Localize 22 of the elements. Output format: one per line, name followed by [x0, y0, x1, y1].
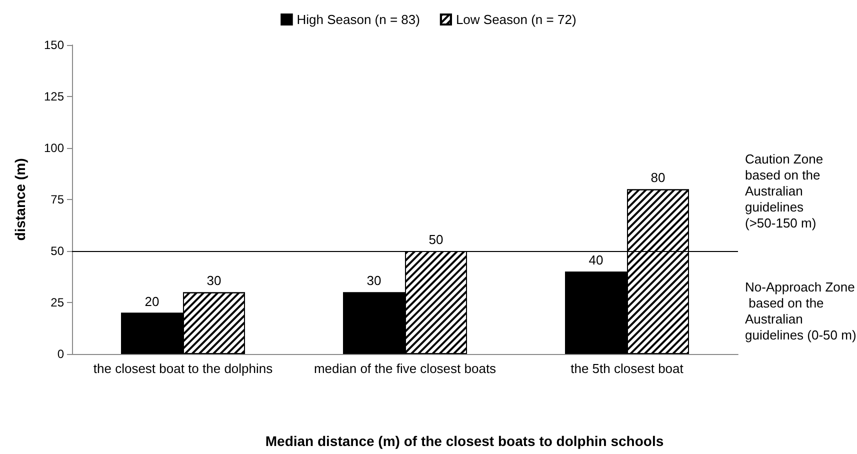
y-tick-label: 100: [44, 141, 64, 155]
x-axis-title: Median distance (m) of the closest boats to dolphin schools: [265, 433, 664, 449]
x-tick-label: median of the five closest boats: [314, 361, 497, 376]
y-axis-title: distance (m): [12, 158, 28, 241]
y-tick-label: 125: [44, 90, 64, 104]
text: Caution Zone based on the Australian guidelines (>50-150 m): [745, 152, 827, 230]
data-label: 30: [366, 273, 382, 288]
text: No-Approach Zone based on the Australian guidelines (0-50 m): [745, 280, 856, 342]
y-tick-label: 50: [50, 244, 64, 258]
data-label: 40: [588, 252, 604, 268]
legend-label: High Season (n = 83): [296, 12, 420, 27]
data-label: 50: [428, 232, 444, 247]
data-label: 80: [650, 170, 666, 186]
y-tick-label: 0: [57, 347, 64, 361]
data-label: 30: [206, 273, 222, 288]
data-label: 20: [144, 294, 160, 309]
x-tick-label: the closest boat to the dolphins: [93, 361, 274, 376]
legend-label: Low Season (n = 72): [456, 12, 576, 27]
y-tick-label: 75: [50, 192, 64, 206]
y-tick-label: 25: [50, 296, 64, 310]
x-tick-label: the 5th closest boat: [570, 361, 684, 376]
y-tick-label: 150: [44, 38, 64, 52]
